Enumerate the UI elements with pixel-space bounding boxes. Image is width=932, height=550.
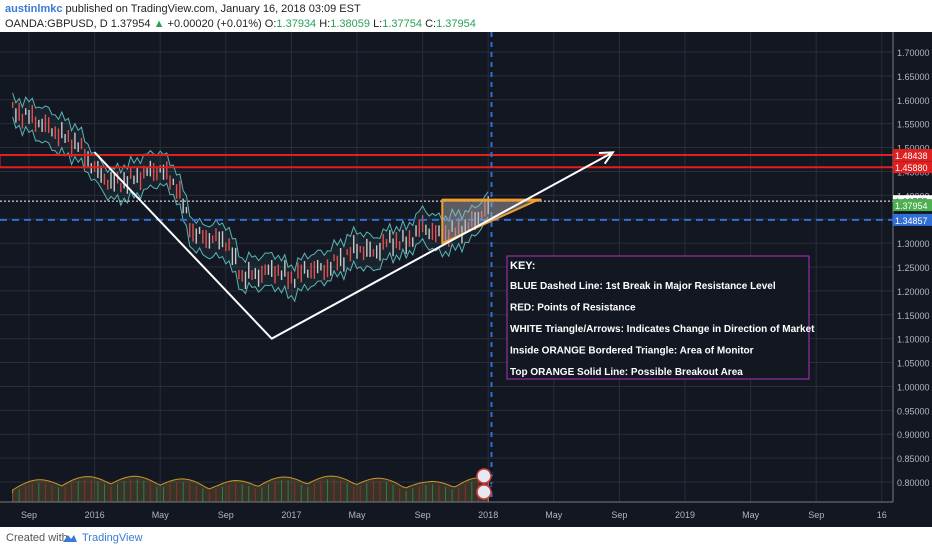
tradingview-logo-icon (63, 535, 77, 542)
y-tick-label: 1.15000 (897, 311, 930, 321)
key-box: KEY: BLUE Dashed Line: 1st Break in Major… (506, 255, 815, 380)
price-chart[interactable]: KEY: BLUE Dashed Line: 1st Break in Major… (0, 32, 932, 527)
y-tick-label: 1.20000 (897, 287, 930, 297)
y-tick-label: 1.50000 (897, 144, 930, 154)
price-label-text: 1.48438 (895, 151, 928, 161)
price-change: +0.00020 (+0.01%) (167, 18, 262, 30)
key-line: Inside ORANGE Bordered Triangle: Area of… (510, 346, 754, 357)
price-label-bg (893, 161, 932, 174)
close-value: 1.37954 (436, 18, 476, 30)
key-line: BLUE Dashed Line: 1st Break in Major Res… (510, 281, 776, 292)
price-label-bg (893, 213, 932, 226)
key-line: WHITE Triangle/Arrows: Indicates Change … (510, 324, 815, 335)
price-label-bg (893, 149, 932, 162)
chart-header: austinlmkc published on TradingView.com,… (0, 0, 932, 32)
event-count: 14 (490, 483, 499, 492)
axes: 1.700001.650001.600001.550001.500001.450… (0, 32, 932, 527)
price-label-tag: 1.45880 (893, 161, 932, 174)
arrow-head-icon (598, 151, 615, 165)
price-label-bg (893, 199, 932, 212)
event-flag-icon[interactable] (476, 468, 492, 484)
y-tick-label: 1.10000 (897, 335, 930, 345)
band-fill (12, 93, 489, 302)
y-tick-label: 0.80000 (897, 478, 930, 488)
event-count: 2 (490, 467, 495, 476)
author-link[interactable]: austinlmkc (5, 3, 63, 15)
price-label-tag: 1.37954 (893, 199, 932, 212)
x-tick-label: May (545, 510, 563, 520)
key-title: KEY: (510, 260, 535, 272)
y-tick-label: 1.60000 (897, 96, 930, 106)
price-axis-bg (893, 32, 932, 527)
created-with-text: Created with (6, 532, 68, 544)
key-line: RED: Points of Resistance (510, 303, 636, 314)
x-tick-label: May (152, 510, 170, 520)
published-text: published on TradingView.com, January 16… (65, 3, 361, 15)
key-line: Top ORANGE Solid Line: Possible Breakout… (510, 367, 743, 378)
publish-info: austinlmkc published on TradingView.com,… (5, 3, 361, 15)
price-label-text: 1.45880 (895, 163, 928, 173)
high-label: H: (319, 18, 331, 30)
y-tick-label: 1.70000 (897, 48, 930, 58)
open-label: O: (264, 18, 277, 30)
y-tick-label: 0.85000 (897, 454, 930, 464)
x-tick-label: Sep (611, 510, 627, 520)
white-v-arrows (93, 151, 614, 340)
footer: Created with TradingView (0, 527, 932, 550)
volume-area (12, 475, 489, 503)
x-tick-label: May (742, 510, 760, 520)
price-label-tag: 1.48438 (893, 149, 932, 162)
low-label: L: (373, 18, 383, 30)
x-tick-label: 16 (877, 510, 887, 520)
price-label-tag: 1.34857 (893, 213, 932, 226)
drawing-overlays (0, 32, 894, 502)
low-value: 1.37754 (382, 18, 423, 30)
volume-area-fill (12, 475, 489, 503)
event-markers[interactable]: 2 14 (476, 467, 499, 500)
price-label-text: 1.37954 (895, 201, 928, 211)
close-label: C: (425, 18, 437, 30)
price-series (11, 101, 489, 290)
x-tick-label: Sep (808, 510, 824, 520)
event-flag-icon[interactable] (476, 484, 492, 500)
y-tick-label: 1.65000 (897, 72, 930, 82)
bollinger-bands (12, 92, 489, 303)
tradingview-brand[interactable]: TradingView (82, 532, 143, 544)
x-tick-label: 2017 (281, 510, 301, 520)
y-tick-label: 1.55000 (897, 120, 930, 130)
price-label-text: 1.34857 (895, 216, 928, 226)
high-value: 1.38059 (330, 18, 370, 30)
lower-band (12, 116, 489, 303)
x-tick-label: 2016 (85, 510, 105, 520)
x-tick-label: Sep (415, 510, 431, 520)
y-tick-label: 1.30000 (897, 239, 930, 249)
open-value: 1.37934 (276, 18, 317, 30)
x-tick-label: Sep (21, 510, 37, 520)
last-price: 1.37954 (110, 18, 151, 30)
x-tick-label: May (348, 510, 366, 520)
x-tick-label: 2019 (675, 510, 695, 520)
y-tick-label: 1.05000 (897, 359, 930, 369)
symbol-label: OANDA:GBPUSD, D (5, 18, 108, 30)
key-frame (506, 255, 810, 380)
y-tick-label: 1.00000 (897, 382, 930, 392)
up-arrow-icon: ▲ (153, 18, 165, 30)
ohlc-legend: OANDA:GBPUSD, D 1.37954 ▲ +0.00020 (+0.0… (5, 18, 476, 30)
x-tick-label: Sep (218, 510, 234, 520)
y-tick-label: 0.95000 (897, 406, 930, 416)
y-tick-label: 0.90000 (897, 430, 930, 440)
x-tick-label: 2018 (478, 510, 498, 520)
y-tick-label: 1.25000 (897, 263, 930, 273)
upper-band (12, 92, 489, 273)
